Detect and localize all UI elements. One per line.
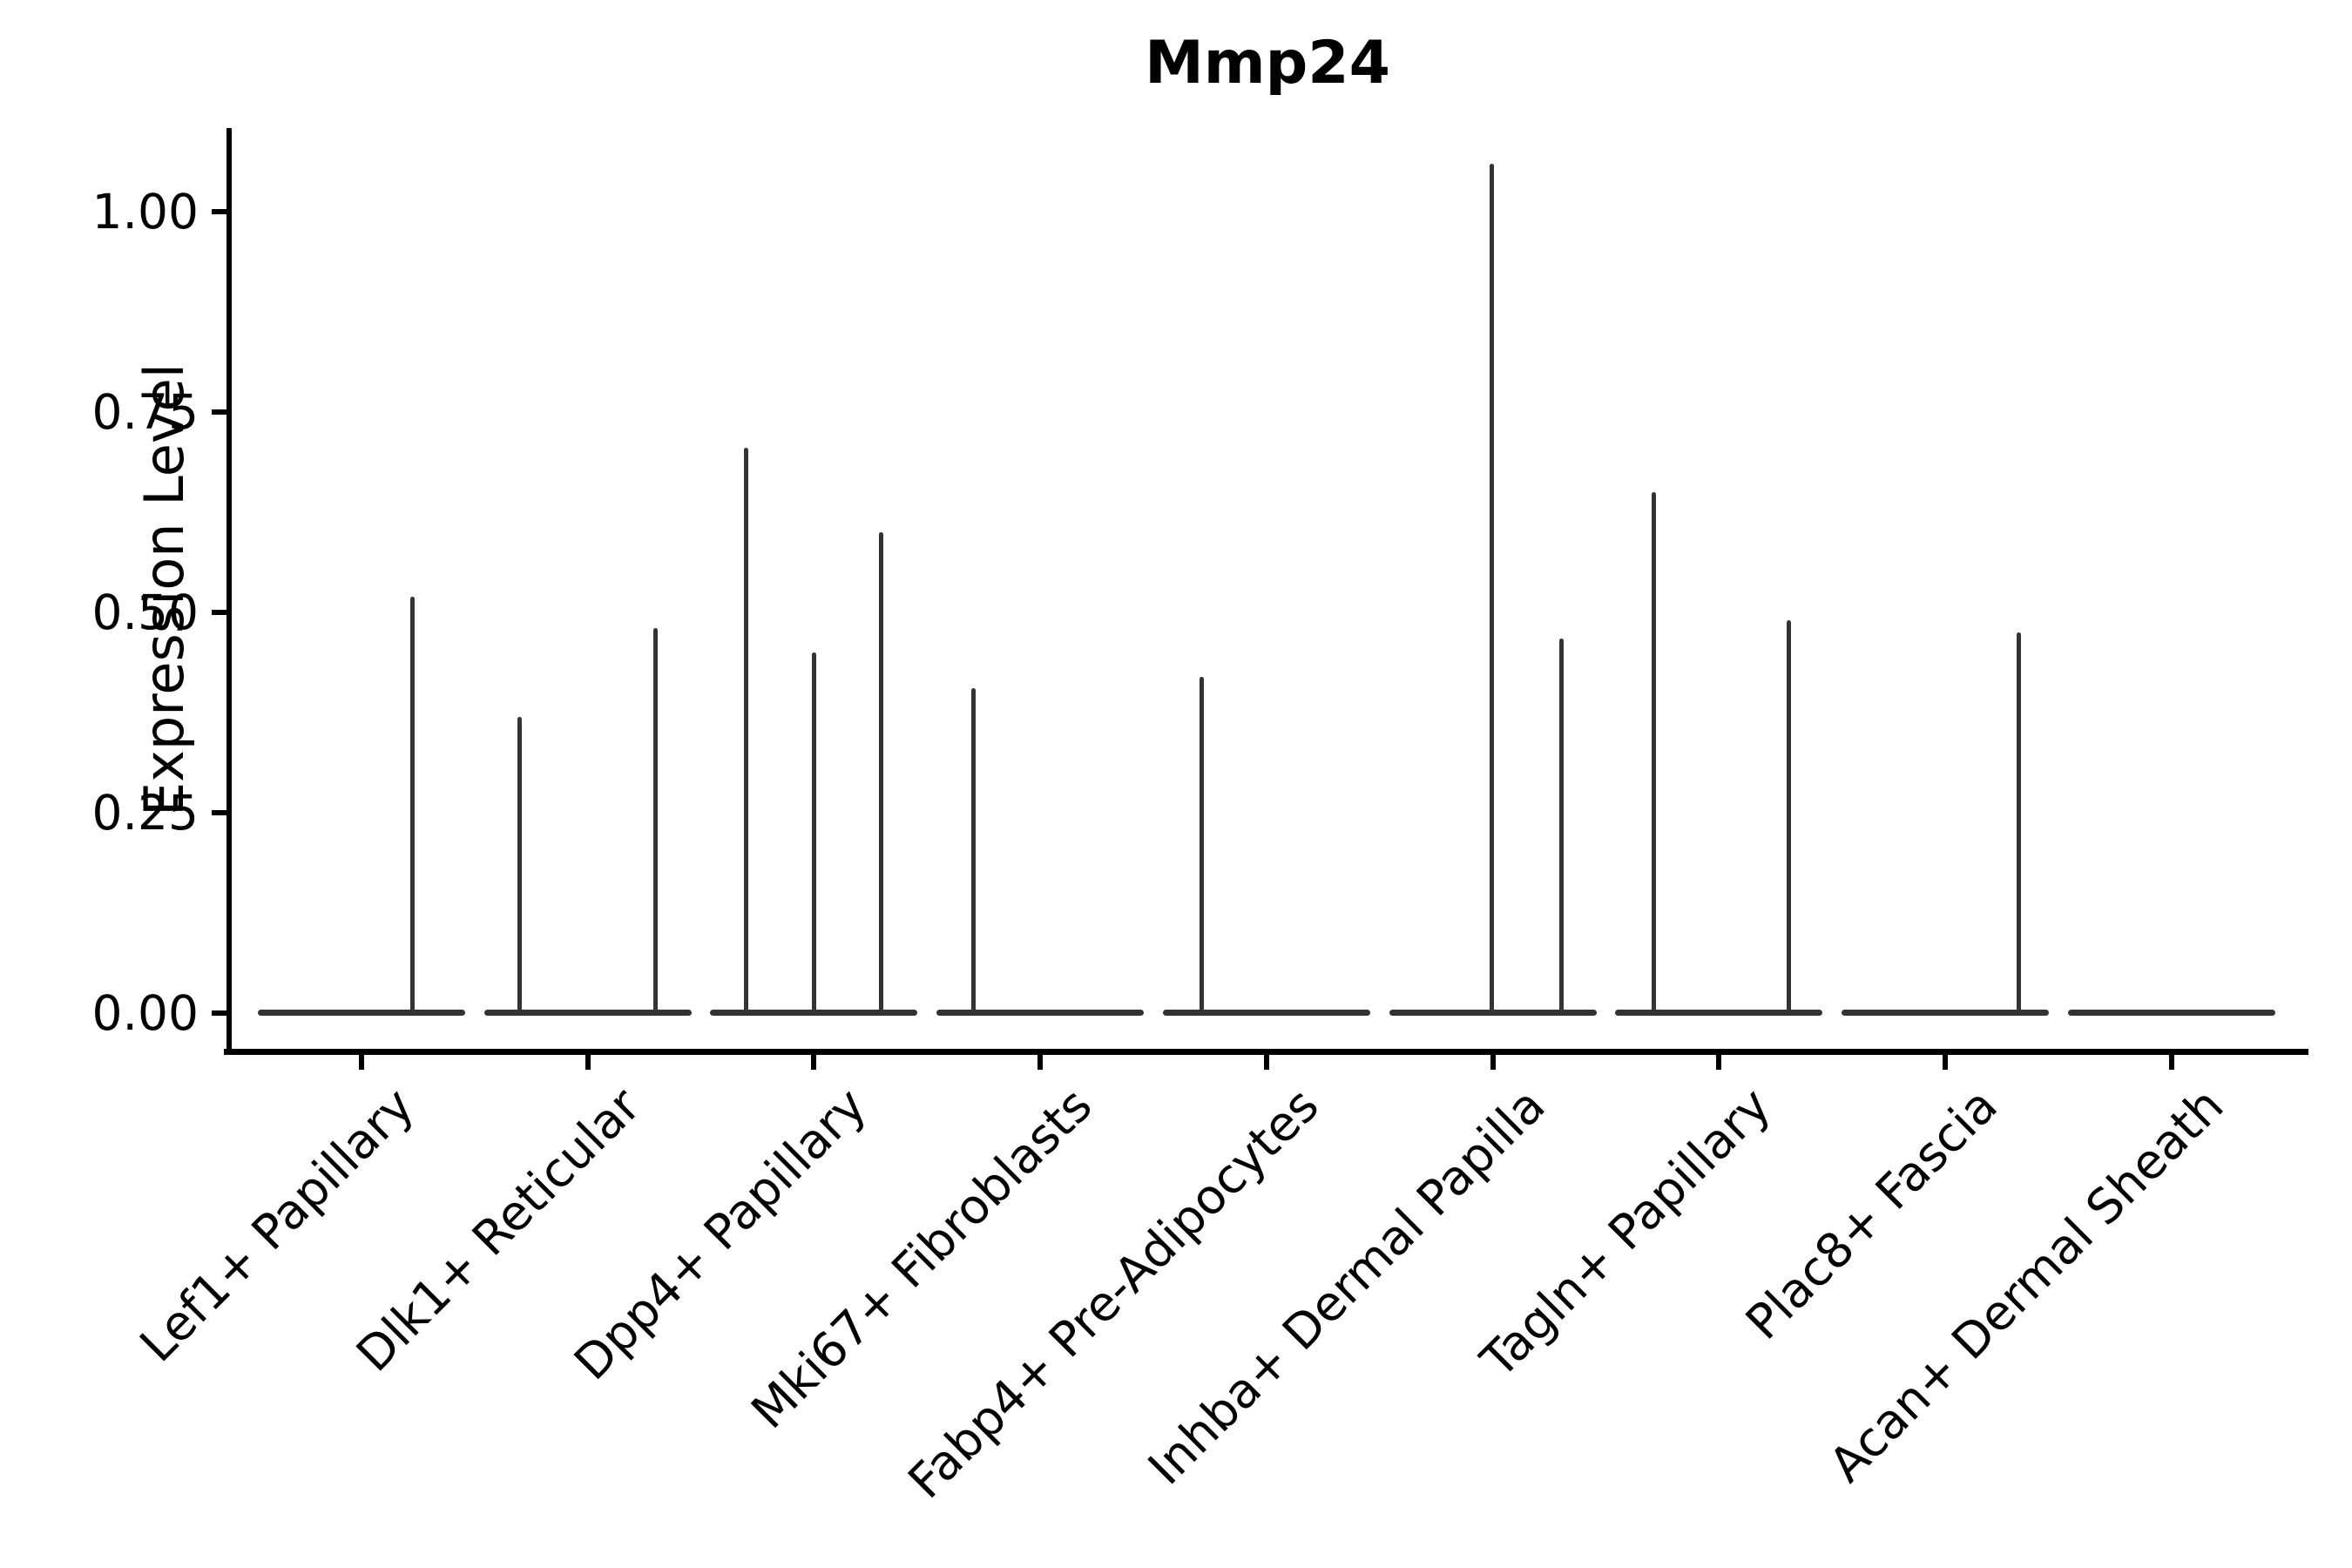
violin-spike xyxy=(2017,632,2022,1013)
violin-baseline xyxy=(1162,1010,1370,1016)
y-tick-mark xyxy=(212,409,226,415)
violin-spike xyxy=(743,448,748,1013)
y-axis-spine xyxy=(226,128,232,1055)
y-tick-mark xyxy=(212,610,226,615)
x-tick-label: Inhba+ Dermal Papilla xyxy=(1137,1077,1556,1496)
y-tick-mark xyxy=(212,1010,226,1016)
x-tick-mark xyxy=(1716,1055,1722,1070)
violin-spike xyxy=(1490,163,1494,1013)
x-tick-mark xyxy=(2168,1055,2174,1070)
x-tick-mark xyxy=(1490,1055,1496,1070)
violin-baseline xyxy=(483,1010,692,1016)
x-tick-mark xyxy=(811,1055,817,1070)
chart-title: Mmp24 xyxy=(1145,29,1390,98)
x-tick-mark xyxy=(1263,1055,1269,1070)
y-tick-mark xyxy=(212,209,226,214)
violin-baseline xyxy=(1841,1010,2049,1016)
y-tick-label: 0.00 xyxy=(91,985,199,1041)
x-tick-label: Acan+ Dermal Sheath xyxy=(1818,1077,2234,1493)
violin-spike xyxy=(653,628,659,1013)
x-tick-label: Fabp4+ Pre-Adipocytes xyxy=(896,1077,1329,1510)
violin-spike xyxy=(1559,639,1564,1013)
x-tick-mark xyxy=(1037,1055,1044,1070)
violin-baseline xyxy=(936,1010,1145,1016)
x-axis-spine xyxy=(224,1049,2308,1055)
violin-spike xyxy=(811,652,816,1013)
violin-spike xyxy=(517,716,523,1013)
violin-spike xyxy=(970,688,976,1013)
violin-spike xyxy=(1651,492,1656,1013)
y-tick-label: 0.50 xyxy=(91,585,199,640)
violin-baseline xyxy=(2067,1010,2275,1016)
violin-spike xyxy=(1200,676,1205,1013)
y-tick-label: 0.25 xyxy=(91,785,199,841)
violin-baseline xyxy=(258,1010,465,1016)
violin-spike xyxy=(1786,620,1791,1013)
x-tick-mark xyxy=(359,1055,364,1070)
violin-spike xyxy=(878,532,883,1013)
violin-baseline xyxy=(1615,1010,1823,1016)
y-tick-mark xyxy=(212,810,226,815)
violin-spike xyxy=(409,596,415,1013)
y-tick-label: 1.00 xyxy=(91,184,199,240)
y-tick-label: 0.75 xyxy=(91,384,199,440)
x-tick-mark xyxy=(1942,1055,1948,1070)
x-tick-mark xyxy=(585,1055,591,1070)
